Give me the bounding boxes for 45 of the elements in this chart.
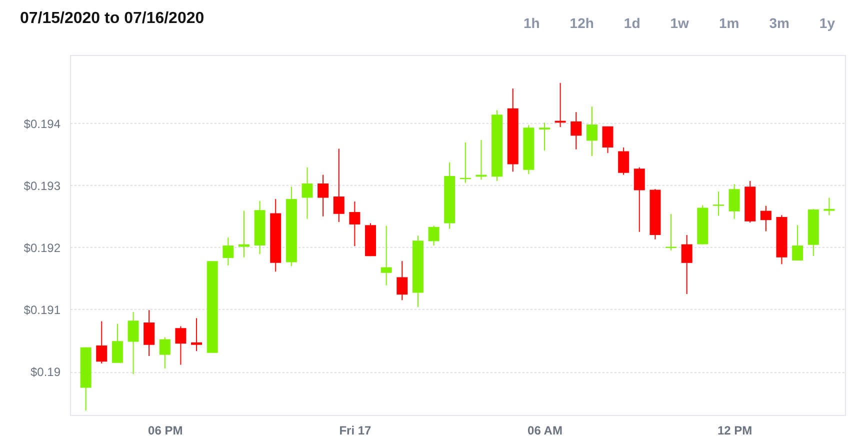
candlestick bbox=[222, 236, 234, 266]
text: 1y bbox=[818, 14, 836, 33]
candlestick bbox=[144, 310, 155, 357]
x-tick-label: 06 AM bbox=[528, 424, 562, 438]
candlestick bbox=[824, 197, 835, 216]
candlestick bbox=[760, 205, 772, 232]
candlestick bbox=[634, 166, 645, 232]
y-tick-label: $0.19 bbox=[30, 365, 61, 380]
candlestick bbox=[349, 200, 360, 247]
candlestick bbox=[792, 224, 804, 261]
chart-title: 07/15/2020 to 07/16/2020 bbox=[20, 10, 204, 28]
candlestick bbox=[333, 148, 344, 222]
candlestick bbox=[96, 320, 108, 364]
candlestick bbox=[618, 146, 630, 176]
y-tick-label: $0.192 bbox=[24, 240, 61, 255]
text: 1h bbox=[522, 14, 541, 33]
y-tick-label: $0.194 bbox=[24, 116, 61, 131]
candlestick bbox=[428, 225, 440, 246]
candlestick bbox=[302, 166, 313, 220]
x-tick-label: Fri 17 bbox=[339, 424, 372, 438]
text: 1m bbox=[718, 14, 740, 33]
candlestick bbox=[238, 210, 250, 258]
candlestick bbox=[570, 112, 582, 150]
candlestick bbox=[112, 323, 123, 364]
candlestick bbox=[396, 260, 408, 301]
text: 3m bbox=[768, 14, 790, 33]
candlestick bbox=[128, 311, 139, 375]
candlestick bbox=[712, 191, 724, 216]
candlestick bbox=[159, 336, 170, 369]
candlestick bbox=[318, 174, 329, 217]
candlestick bbox=[586, 106, 598, 157]
text: 1d bbox=[622, 14, 642, 33]
candlestick bbox=[380, 225, 392, 286]
candlestick bbox=[538, 122, 550, 152]
y-tick-label: $0.191 bbox=[24, 302, 61, 317]
candlestick bbox=[602, 126, 614, 154]
candlestick bbox=[175, 326, 186, 366]
x-tick-label: 12 PM bbox=[717, 424, 752, 438]
candlestick bbox=[728, 184, 740, 220]
candlestick bbox=[191, 318, 202, 352]
text: 1w bbox=[669, 14, 690, 33]
y-tick-label: $0.193 bbox=[24, 178, 61, 193]
x-tick-label: 06 PM bbox=[148, 424, 183, 438]
candlestick bbox=[681, 234, 692, 294]
text: 12h bbox=[568, 14, 595, 33]
